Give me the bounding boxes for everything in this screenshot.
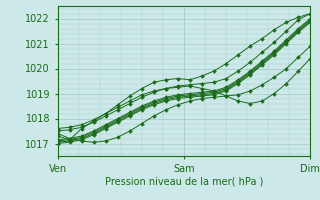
X-axis label: Pression niveau de la mer( hPa ): Pression niveau de la mer( hPa ) [105, 176, 263, 186]
